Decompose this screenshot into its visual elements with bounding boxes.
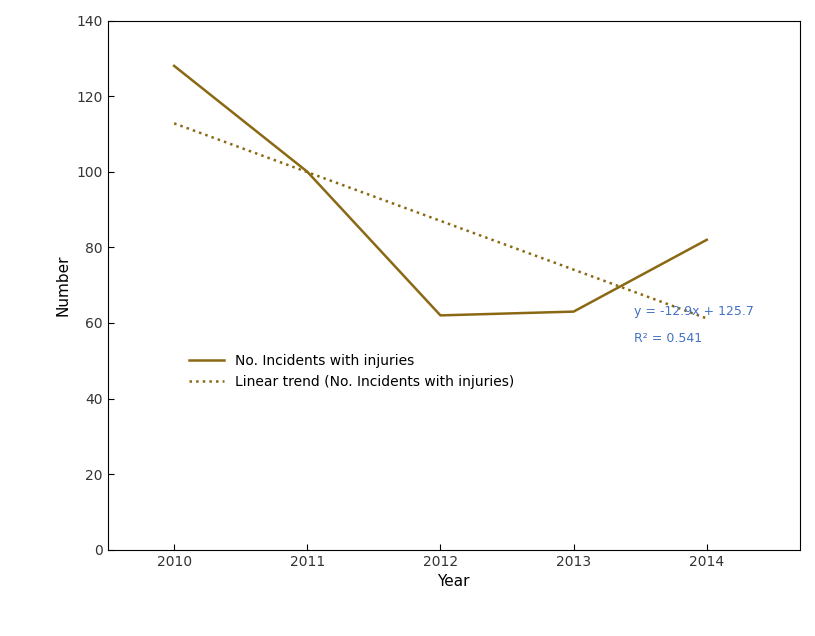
Text: R² = 0.541: R² = 0.541 — [633, 331, 702, 345]
Y-axis label: Number: Number — [55, 254, 71, 316]
Text: y = -12.9x + 125.7: y = -12.9x + 125.7 — [633, 305, 753, 318]
Legend: No. Incidents with injuries, Linear trend (No. Incidents with injuries): No. Incidents with injuries, Linear tren… — [183, 349, 520, 395]
X-axis label: Year: Year — [438, 574, 470, 589]
